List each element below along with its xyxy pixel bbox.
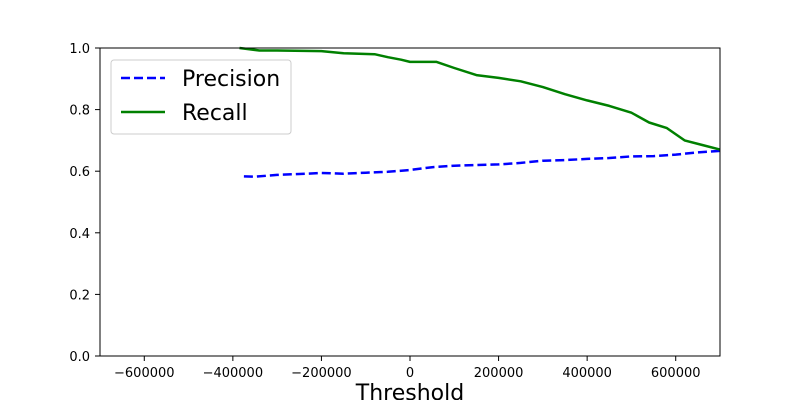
x-tick-label: −600000 xyxy=(114,366,175,381)
legend: Precision Recall xyxy=(110,59,292,135)
x-tick-label: 200000 xyxy=(474,366,524,381)
x-tick-label: −200000 xyxy=(291,366,352,381)
legend-label-precision: Precision xyxy=(182,67,280,92)
x-tick-label: −400000 xyxy=(203,366,264,381)
legend-label-recall: Recall xyxy=(182,101,248,126)
x-axis-title: Threshold xyxy=(355,381,464,400)
y-tick-label: 0.4 xyxy=(69,227,90,242)
series-line-recall xyxy=(239,46,721,151)
y-tick-label: 0.6 xyxy=(69,165,90,180)
y-tick-label: 0.2 xyxy=(69,288,90,303)
x-tick-label: 400000 xyxy=(562,366,612,381)
y-tick-label: 1.0 xyxy=(69,42,90,57)
y-tick-label: 0.8 xyxy=(69,104,90,119)
x-tick-label: 600000 xyxy=(651,366,701,381)
y-tick-label: 0.0 xyxy=(69,350,90,365)
series-line-precision xyxy=(243,149,721,178)
x-tick-label: 0 xyxy=(406,366,414,381)
